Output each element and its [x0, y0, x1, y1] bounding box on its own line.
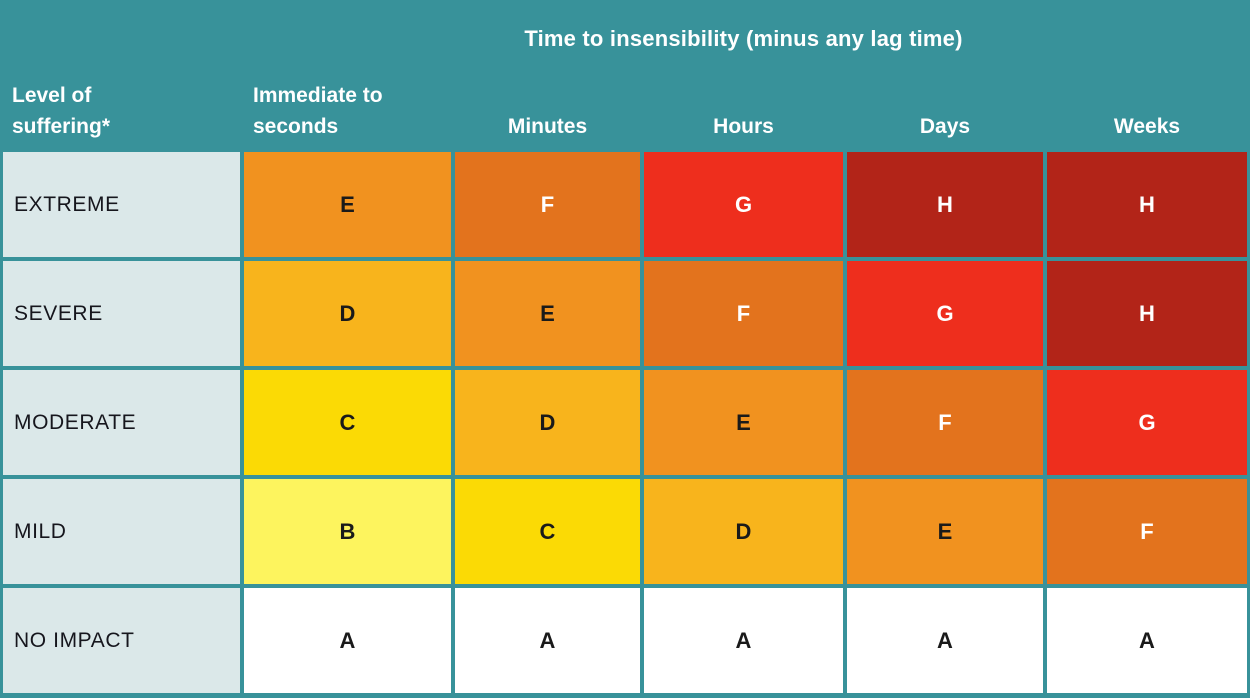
column-header-minutes: Minutes	[507, 114, 588, 138]
row-label-severe: SEVERE	[3, 261, 240, 366]
grade-cell-h: H	[1047, 261, 1247, 366]
grade-cell-f: F	[455, 152, 640, 257]
grade-cell-g: G	[847, 261, 1043, 366]
row-label-moderate: MODERATE	[3, 370, 240, 475]
grade-cell-e: E	[455, 261, 640, 366]
row-axis-label: Level of suffering*	[12, 84, 111, 138]
grade-cell-b: B	[244, 479, 451, 584]
row-label-no-impact: NO IMPACT	[3, 588, 240, 693]
grade-cell-a: A	[455, 588, 640, 693]
row-label-mild: MILD	[3, 479, 240, 584]
grade-cell-f: F	[847, 370, 1043, 475]
grade-cell-d: D	[644, 479, 843, 584]
grade-cell-e: E	[244, 152, 451, 257]
matrix-title: Time to insensibility (minus any lag tim…	[524, 26, 963, 51]
grade-cell-g: G	[1047, 370, 1247, 475]
grade-cell-h: H	[847, 152, 1043, 257]
grade-cell-a: A	[644, 588, 843, 693]
matrix-grid: EXTREME E F G H H SEVERE D E F G H MODERATE C D E F G MILD…	[0, 152, 1250, 697]
column-header-immediate-to-seconds: Immediate to seconds	[253, 84, 383, 138]
grade-cell-c: C	[455, 479, 640, 584]
matrix-header: Time to insensibility (minus any lag tim…	[0, 0, 1250, 152]
grade-cell-d: D	[455, 370, 640, 475]
grade-cell-g: G	[644, 152, 843, 257]
grade-cell-e: E	[644, 370, 843, 475]
grade-cell-a: A	[847, 588, 1043, 693]
grade-cell-h: H	[1047, 152, 1247, 257]
column-header-hours: Hours	[713, 114, 774, 138]
column-header-weeks: Weeks	[1113, 114, 1181, 138]
grade-cell-e: E	[847, 479, 1043, 584]
column-header-row: Level of suffering* Immediate to seconds…	[0, 81, 1250, 152]
column-header-days: Days	[919, 114, 971, 138]
grade-cell-f: F	[1047, 479, 1247, 584]
row-label-extreme: EXTREME	[3, 152, 240, 257]
grade-cell-f: F	[644, 261, 843, 366]
grade-cell-c: C	[244, 370, 451, 475]
grade-cell-d: D	[244, 261, 451, 366]
grade-cell-a: A	[1047, 588, 1247, 693]
grade-cell-a: A	[244, 588, 451, 693]
